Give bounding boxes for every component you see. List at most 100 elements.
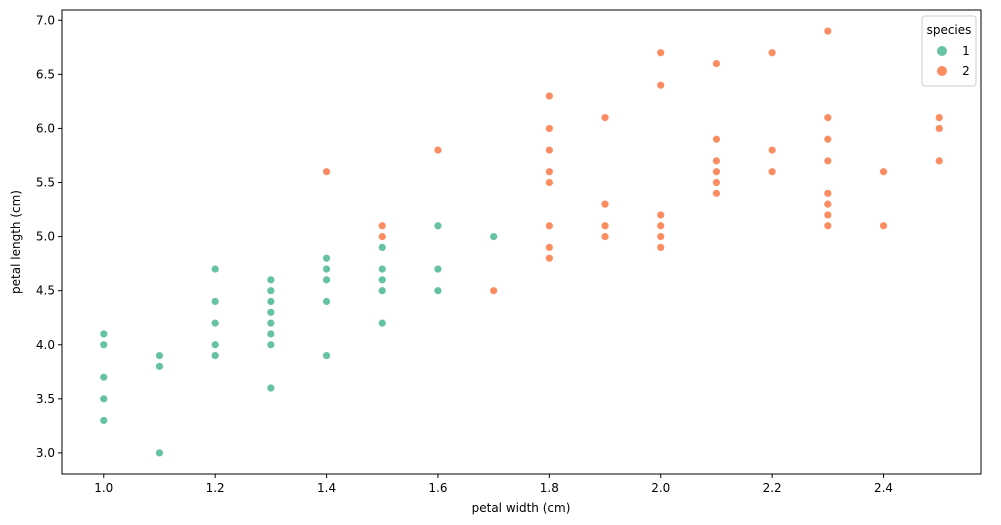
data-point-species-1: [266, 307, 276, 317]
x-tick-label: 1.0: [94, 481, 113, 495]
data-point-species-2: [656, 243, 666, 252]
data-point-species-2: [767, 167, 777, 177]
data-point-species-1: [155, 361, 164, 371]
y-tick-label: 4.0: [36, 338, 55, 352]
data-point-species-1: [266, 297, 276, 306]
data-point-species-1: [377, 264, 387, 274]
data-point-species-1: [433, 264, 443, 274]
data-point-species-1: [266, 329, 276, 339]
data-point-species-1: [266, 318, 276, 328]
data-point-species-1: [210, 264, 220, 274]
data-point-species-1: [99, 372, 109, 382]
y-tick-label: 4.5: [36, 284, 55, 298]
data-point-species-2: [823, 210, 833, 220]
data-point-species-2: [544, 243, 554, 252]
data-point-species-1: [322, 275, 331, 285]
data-point-species-2: [823, 113, 833, 123]
legend-box: [921, 15, 977, 87]
data-point-species-2: [656, 210, 666, 220]
data-point-species-1: [155, 448, 164, 458]
data-point-species-1: [210, 340, 220, 350]
x-tick-label: 1.2: [206, 481, 225, 495]
legend-marker-2: [937, 66, 947, 76]
data-point-species-1: [266, 383, 276, 393]
data-point-species-1: [99, 340, 109, 350]
data-point-species-1: [266, 340, 276, 350]
data-point-species-1: [266, 286, 276, 296]
data-point-species-1: [99, 329, 109, 339]
data-point-species-1: [266, 275, 276, 285]
data-point-species-1: [322, 253, 331, 263]
data-point-species-1: [433, 221, 443, 231]
data-point-species-2: [489, 286, 499, 296]
y-tick-label: 3.0: [36, 446, 55, 460]
data-point-species-2: [656, 221, 666, 231]
data-point-species-2: [544, 145, 554, 155]
data-point-species-2: [544, 221, 554, 231]
data-point-species-2: [823, 26, 833, 36]
data-point-species-2: [377, 221, 387, 231]
data-point-species-2: [823, 156, 833, 166]
data-point-species-2: [377, 232, 387, 241]
data-point-species-1: [155, 351, 164, 360]
x-tick-label: 2.4: [874, 481, 893, 495]
data-point-species-2: [823, 188, 833, 198]
data-point-species-2: [879, 167, 888, 177]
data-point-species-2: [322, 167, 331, 177]
data-point-species-2: [656, 232, 666, 241]
x-tick-label: 2.0: [651, 481, 670, 495]
y-tick-label: 5.5: [36, 176, 55, 190]
data-point-species-1: [433, 286, 443, 296]
y-tick-label: 6.5: [36, 67, 55, 81]
data-point-species-1: [377, 243, 387, 252]
data-point-species-2: [600, 232, 610, 241]
data-point-species-2: [879, 221, 888, 231]
data-points: [99, 26, 944, 458]
data-point-species-1: [322, 297, 331, 306]
y-tick-label: 3.5: [36, 392, 55, 406]
legend-title: species: [927, 23, 972, 37]
data-point-species-1: [210, 318, 220, 328]
x-tick-label: 1.8: [540, 481, 559, 495]
data-point-species-1: [210, 297, 220, 306]
data-point-species-2: [712, 188, 721, 198]
data-point-species-1: [489, 232, 499, 241]
data-point-species-1: [377, 286, 387, 296]
data-point-species-2: [767, 145, 777, 155]
data-point-species-2: [712, 59, 721, 68]
data-point-species-2: [544, 91, 554, 101]
data-point-species-2: [934, 113, 944, 123]
legend-marker-1: [937, 46, 947, 56]
data-point-species-2: [600, 221, 610, 231]
data-point-species-2: [712, 167, 721, 177]
legend: species 1 2: [921, 15, 977, 87]
data-point-species-2: [544, 178, 554, 187]
data-point-species-2: [934, 156, 944, 166]
data-point-species-2: [823, 134, 833, 144]
data-point-species-2: [600, 113, 610, 123]
data-point-species-2: [544, 253, 554, 263]
data-point-species-1: [377, 318, 387, 328]
data-point-species-2: [823, 221, 833, 231]
data-point-species-2: [712, 156, 721, 166]
data-point-species-1: [99, 416, 109, 425]
data-point-species-2: [712, 134, 721, 144]
y-tick-label: 7.0: [36, 13, 55, 27]
y-tick-label: 6.0: [36, 121, 55, 135]
plot-frame: [61, 9, 982, 475]
x-axis-label: petal width (cm): [472, 501, 571, 515]
legend-label-1: 1: [962, 44, 970, 58]
x-axis: 1.0 1.2 1.4 1.6 1.8 2.0 2.2 2.4: [94, 474, 893, 495]
data-point-species-2: [544, 167, 554, 177]
data-point-species-1: [99, 394, 109, 404]
x-tick-label: 2.2: [763, 481, 782, 495]
data-point-species-2: [544, 124, 554, 133]
data-point-species-2: [712, 178, 721, 187]
data-point-species-2: [600, 199, 610, 209]
data-point-species-1: [322, 351, 331, 360]
data-point-species-1: [322, 264, 331, 274]
data-point-species-2: [656, 80, 666, 90]
x-tick-label: 1.4: [317, 481, 336, 495]
y-tick-label: 5.0: [36, 230, 55, 244]
